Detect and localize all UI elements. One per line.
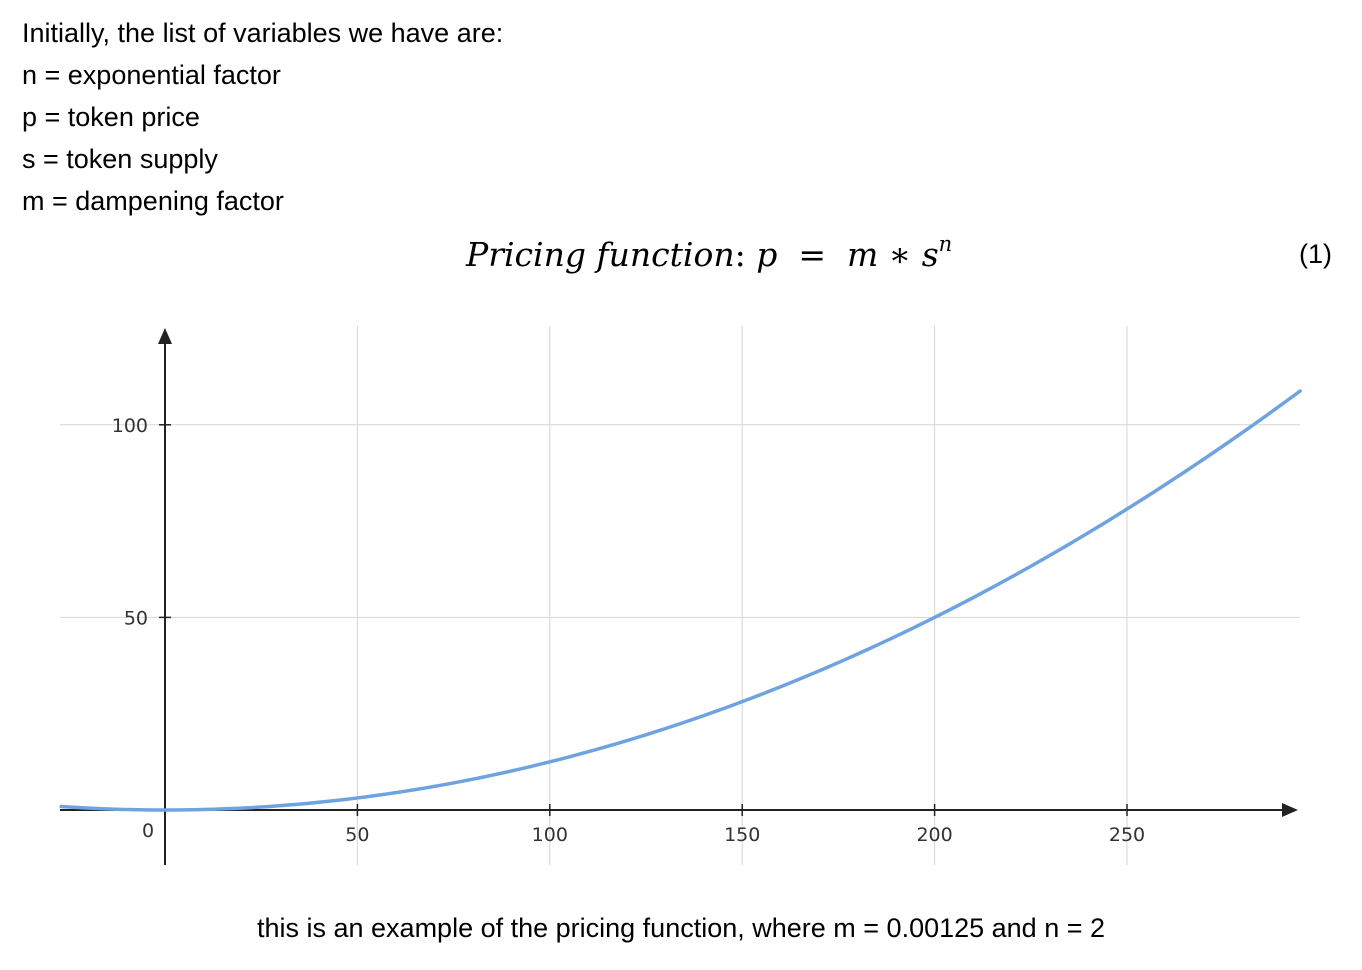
equation-m: m xyxy=(846,235,879,274)
origin-tick-label: 0 xyxy=(142,820,154,842)
y-tick-label-50: 50 xyxy=(124,607,148,629)
pricing-function-chart: 0 50 100 150 200 250 50 100 xyxy=(59,326,1302,865)
equation-times: ∗ xyxy=(888,235,912,274)
y-tick-label-100: 100 xyxy=(112,415,148,437)
equation-label: Pricing function xyxy=(466,235,735,274)
chart-grid xyxy=(60,326,1300,865)
equation-body: Pricing function: p = m ∗ sn xyxy=(466,232,952,278)
chart-caption: this is an example of the pricing functi… xyxy=(256,913,1106,943)
x-tick-label-200: 200 xyxy=(916,824,952,846)
x-tick-label-100: 100 xyxy=(532,824,568,846)
equation-equals: = xyxy=(798,235,826,274)
chart-axes xyxy=(60,328,1298,865)
variable-p-definition: p = token price xyxy=(22,102,200,132)
variable-n-definition: n = exponential factor xyxy=(22,60,281,90)
equation-base: s xyxy=(921,235,939,274)
equation-exponent: n xyxy=(938,232,953,256)
pricing-equation: Pricing function: p = m ∗ sn (1) xyxy=(0,232,1362,282)
variable-s-definition: s = token supply xyxy=(22,144,218,174)
y-axis-arrow-icon xyxy=(158,328,172,344)
chart-series xyxy=(59,389,1302,812)
variable-list: Initially, the list of variables we have… xyxy=(22,12,503,222)
variable-m-definition: m = dampening factor xyxy=(22,186,284,216)
x-tick-label-150: 150 xyxy=(724,824,760,846)
variables-intro: Initially, the list of variables we have… xyxy=(22,18,504,48)
equation-number: (1) xyxy=(1299,239,1332,269)
chart-tick-labels: 0 50 100 150 200 250 50 100 xyxy=(112,415,1145,846)
equation-colon: : xyxy=(734,235,746,274)
x-tick-label-50: 50 xyxy=(345,824,369,846)
series-line-0 xyxy=(59,389,1302,812)
x-axis-arrow-icon xyxy=(1282,803,1298,817)
equation-lhs: p xyxy=(756,235,778,274)
x-tick-label-250: 250 xyxy=(1109,824,1145,846)
